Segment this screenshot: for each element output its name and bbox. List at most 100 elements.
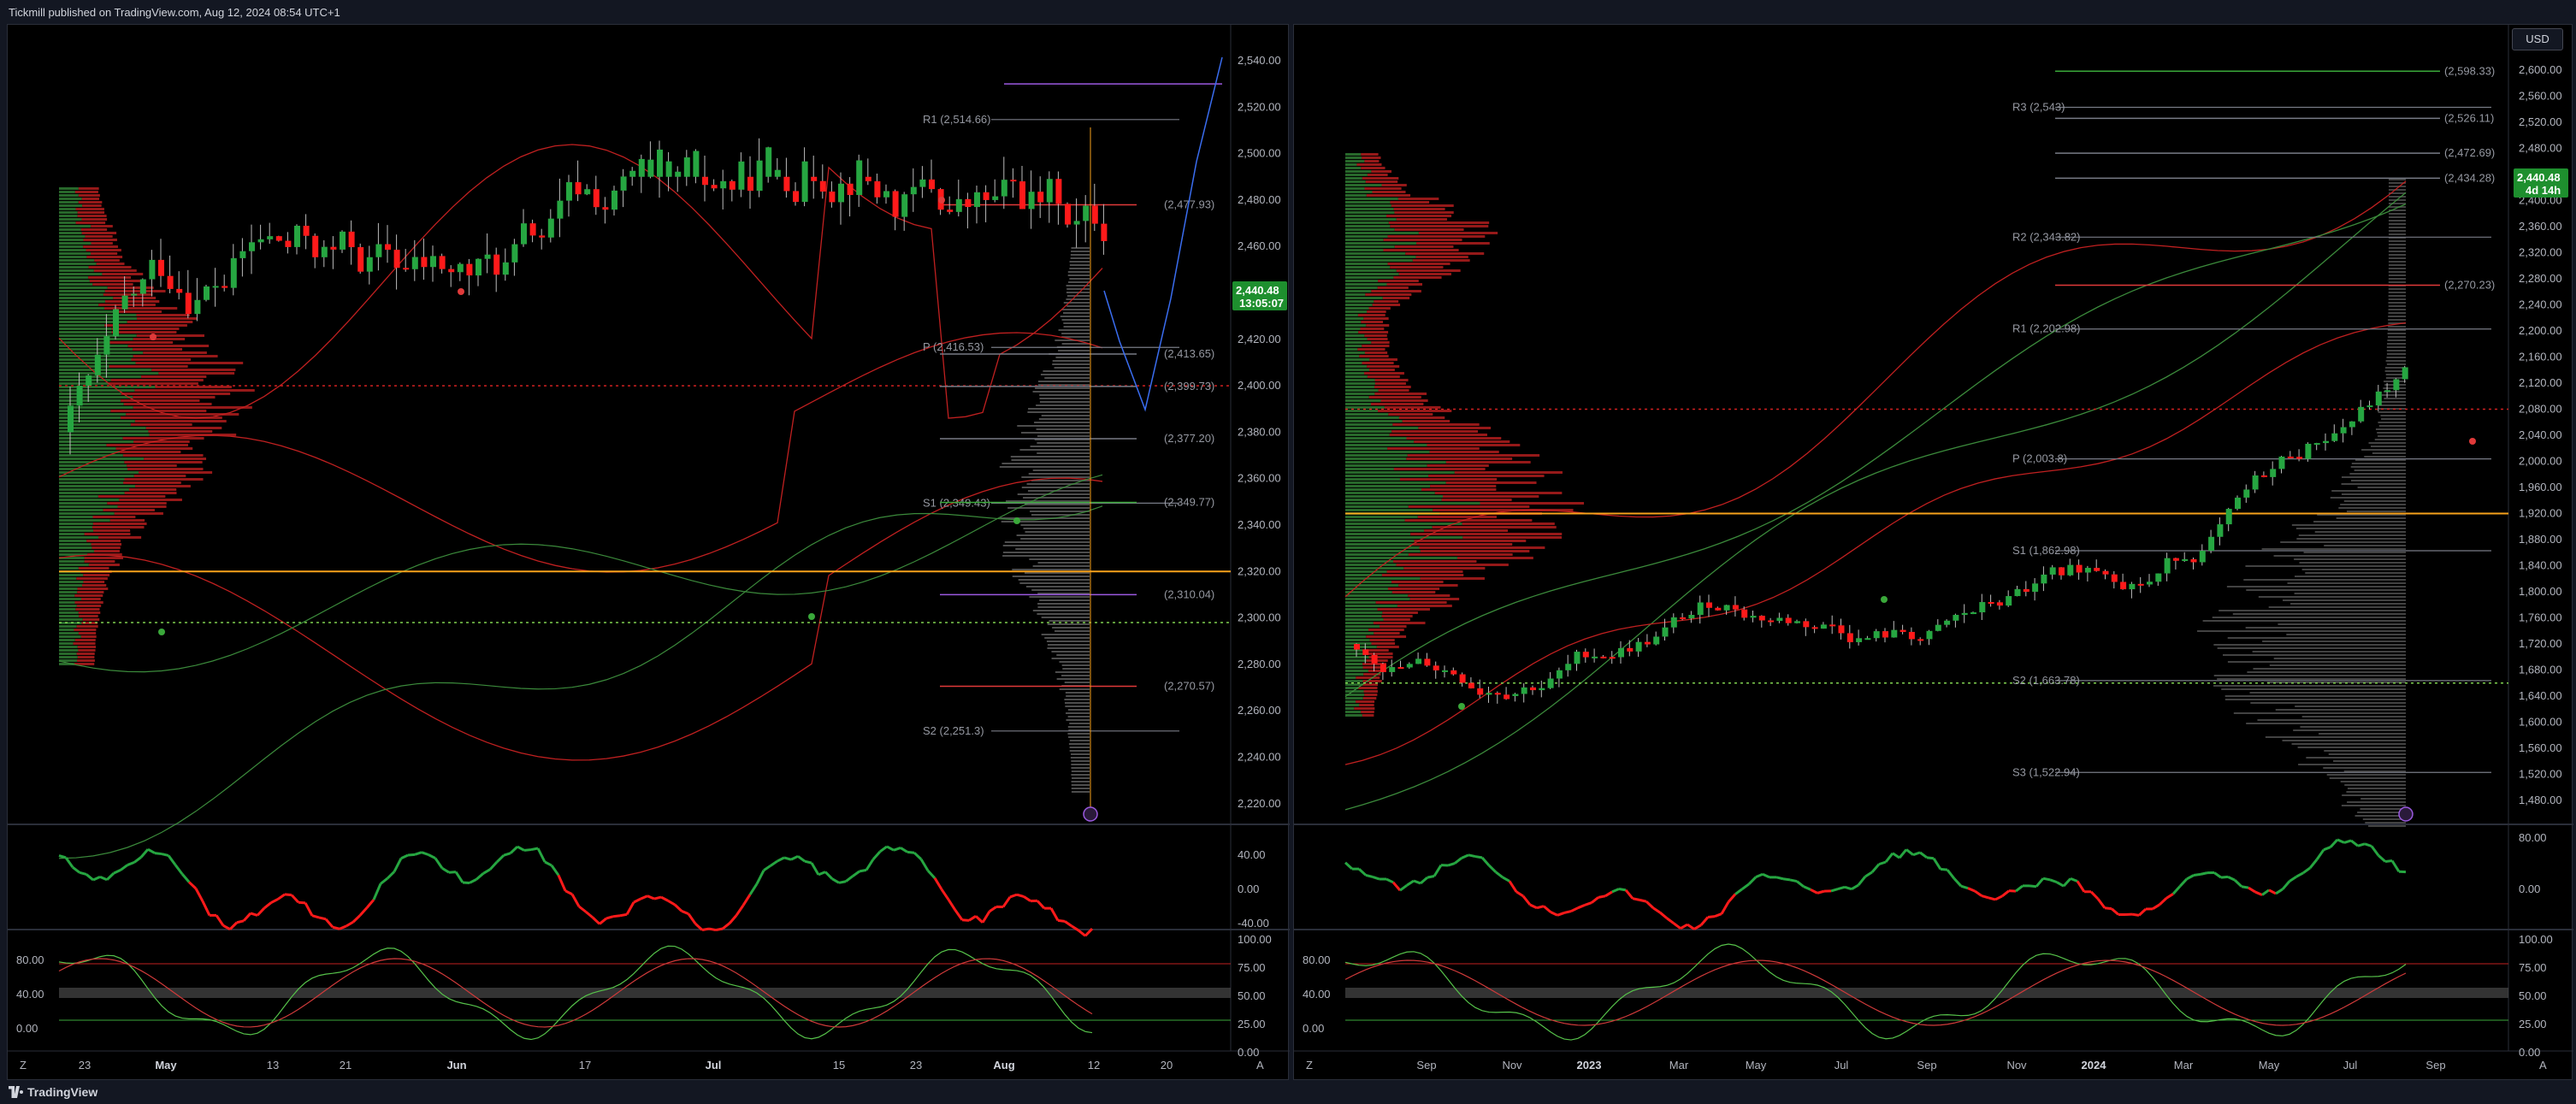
- volume-profile-bar: [1056, 678, 1090, 680]
- candle-down: [829, 191, 836, 203]
- volume-profile-bar: [2303, 552, 2406, 553]
- momentum-line: [1584, 901, 1592, 906]
- volume-profile-bar-up: [59, 471, 139, 474]
- price-tick-label: 2,480.00: [1238, 193, 1281, 206]
- volume-profile-bar-up: [1345, 670, 1368, 672]
- momentum-line: [1919, 851, 1928, 859]
- price-tick-label: 1,680.00: [2519, 664, 2562, 676]
- candle-up: [194, 299, 201, 315]
- volume-profile-bar-up: [1345, 375, 1368, 378]
- volume-profile-bar: [2387, 339, 2406, 341]
- volume-profile-bar: [1071, 247, 1090, 249]
- time-label: 2024: [2082, 1059, 2107, 1072]
- volume-profile-bar: [2340, 781, 2406, 782]
- volume-profile-bar-down: [76, 625, 98, 628]
- candle-up: [612, 190, 617, 210]
- volume-profile-bar-up: [59, 393, 121, 395]
- momentum-line: [701, 927, 710, 931]
- volume-profile-bar: [1012, 569, 1090, 570]
- moving-average-2: [58, 474, 1103, 673]
- chart-canvas-left[interactable]: 2,540.002,520.002,500.002,480.002,460.00…: [8, 25, 1290, 1081]
- volume-profile-bar: [2227, 637, 2406, 639]
- volume-profile-bar-up: [1345, 656, 1369, 658]
- volume-profile-bar-down: [134, 389, 255, 392]
- volume-profile-bar-down: [1354, 707, 1375, 710]
- volume-profile-bar-up: [1345, 215, 1387, 217]
- volume-profile-bar-up: [1345, 642, 1372, 645]
- volume-profile-bar-down: [1429, 451, 1499, 453]
- volume-profile-bar-down: [1359, 355, 1389, 357]
- volume-profile-bar: [2378, 408, 2406, 410]
- volume-profile-bar-down: [1372, 304, 1401, 306]
- volume-profile-bar-down: [1369, 358, 1397, 361]
- momentum-line: [1734, 888, 1743, 895]
- volume-profile-bar-up: [1345, 519, 1405, 522]
- candle-down: [1504, 694, 1510, 700]
- volume-profile-bar-up: [59, 618, 83, 621]
- volume-profile-bar-up: [59, 266, 89, 269]
- momentum-line: [380, 877, 388, 885]
- volume-profile-bar-up: [59, 406, 133, 409]
- volume-profile-bar: [2378, 411, 2406, 413]
- volume-profile-bar-up: [1345, 492, 1435, 494]
- volume-profile-bar-up: [59, 191, 75, 193]
- momentum-line: [407, 853, 416, 857]
- candle-up: [457, 263, 464, 273]
- volume-profile-bar: [1043, 370, 1090, 372]
- volume-profile-bar-up: [59, 348, 133, 351]
- bollinger-lower: [58, 477, 1103, 761]
- volume-profile-bar: [1061, 319, 1090, 321]
- volume-profile-bar: [2306, 757, 2406, 759]
- candle-down: [1433, 665, 1439, 670]
- momentum-line: [1618, 888, 1627, 892]
- chart-panel-left[interactable]: 2,540.00 2,520.00 2,500.00 2,480.00 2,460.00…: [7, 24, 1290, 1081]
- volume-profile-bar-up: [1345, 639, 1370, 641]
- momentum-line: [495, 854, 505, 864]
- stoch-left-tick: 80.00: [1303, 953, 1331, 966]
- candle-down: [1846, 633, 1853, 642]
- candle-up: [2006, 596, 2012, 606]
- volume-profile-bar-up: [1345, 263, 1388, 265]
- level-label: (2,526.11): [2444, 111, 2494, 124]
- volume-profile-bar-up: [59, 276, 89, 279]
- volume-profile-bar-down: [148, 430, 213, 433]
- volume-profile-bar: [2377, 432, 2406, 434]
- price-tick-label: 2,280.00: [2519, 272, 2562, 285]
- candle-up: [521, 223, 527, 245]
- candle-up: [1442, 670, 1448, 672]
- momentum-line: [947, 899, 957, 912]
- volume-profile-bar-down: [149, 434, 237, 436]
- volume-profile-bar: [2305, 572, 2406, 574]
- momentum-line: [1946, 869, 1956, 880]
- volume-profile-bar-down: [83, 239, 117, 241]
- candle-up: [557, 200, 564, 219]
- candle-up: [1697, 602, 1704, 616]
- volume-profile-bar-up: [59, 434, 150, 436]
- volume-profile-bar-up: [1345, 529, 1425, 532]
- momentum-line: [2248, 886, 2256, 894]
- volume-profile-bar-down: [1398, 273, 1451, 275]
- momentum-line: [332, 925, 340, 930]
- momentum-line: [1009, 893, 1018, 899]
- volume-profile-bar-up: [59, 512, 115, 515]
- volume-profile-bar-down: [106, 444, 188, 446]
- volume-profile-bar-down: [1412, 259, 1470, 262]
- volume-profile-bar-down: [74, 629, 97, 631]
- chart-canvas-right[interactable]: 2,600.002,560.002,520.002,480.002,400.00…: [1294, 25, 2573, 1081]
- corner-label: A: [2539, 1059, 2547, 1072]
- volume-profile-bar: [2295, 705, 2406, 707]
- osc-tick-label: 80.00: [2519, 831, 2547, 844]
- volume-profile-bar-down: [1377, 608, 1430, 611]
- volume-profile-bar-down: [1391, 581, 1444, 583]
- volume-profile-bar-down: [1386, 215, 1452, 217]
- level-label: (2,472.69): [2444, 146, 2495, 159]
- osc-tick-label: 40.00: [1238, 848, 1266, 861]
- price-tick-label: 1,560.00: [2519, 741, 2562, 754]
- volume-profile-bar-up: [1345, 276, 1394, 279]
- currency-button[interactable]: USD: [2512, 28, 2563, 50]
- chart-panel-right[interactable]: 2,600.00 2,560.00 2,520.00 2,480.00 2,400.00…: [1293, 24, 2573, 1080]
- footer-brand[interactable]: TradingView: [27, 1085, 98, 1099]
- price-tick-label: 2,520.00: [1238, 100, 1281, 113]
- stoch-tick-label: 75.00: [1238, 961, 1266, 974]
- momentum-line: [1659, 911, 1668, 919]
